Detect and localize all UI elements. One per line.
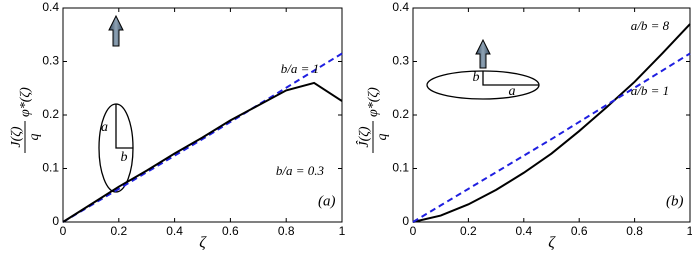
y-label-factor: φ*(ζ): [366, 87, 381, 117]
y-axis-label: J(ζ) q φ*(ζ): [9, 87, 42, 153]
y-label-numerator: J(ζ): [9, 126, 24, 148]
y-tick-label: 0.3: [392, 54, 409, 68]
x-tick-label: 0.4: [515, 224, 532, 238]
series-label: b/a = 0.3: [276, 163, 325, 178]
y-label-denominator: q: [375, 134, 390, 141]
y-tick-label: 0.1: [392, 161, 409, 175]
x-tick-label: 0.4: [166, 224, 183, 238]
y-label-factor: φ*(ζ): [18, 87, 33, 117]
series-line: [412, 52, 691, 223]
inset-label: a: [101, 120, 108, 135]
x-tick-label: 0.6: [571, 224, 588, 238]
y-tick-label: 0.3: [42, 54, 59, 68]
x-tick-label: 0: [410, 224, 417, 238]
y-label-denominator: q: [27, 134, 42, 141]
series-label: b/a = 1: [281, 61, 319, 76]
x-tick-label: 0.6: [222, 224, 239, 238]
y-tick-label: 0.2: [42, 107, 59, 121]
x-axis-label: ζ: [199, 235, 207, 252]
series-line: [412, 23, 691, 223]
y-axis-label: Ĵ(ζ) q φ*(ζ): [355, 87, 390, 153]
y-label-numerator: Ĵ(ζ): [355, 126, 372, 148]
plot-frame: [412, 7, 691, 223]
x-tick-label: 0.2: [110, 224, 127, 238]
x-tick-label: 1: [687, 224, 692, 238]
inset-label: a: [509, 84, 516, 99]
series-label: a/b = 8: [631, 18, 670, 33]
series-label: a/b = 1: [631, 83, 669, 98]
series-line: [62, 81, 343, 223]
x-tick-label: 1: [339, 224, 346, 238]
inset-b: [426, 38, 540, 100]
y-tick-label: 0.4: [392, 0, 409, 14]
x-tick-label: 0.8: [278, 224, 295, 238]
y-tick-label: 0: [52, 214, 59, 228]
y-tick-label: 0.1: [42, 161, 59, 175]
y-tick-label: 0: [402, 214, 409, 228]
x-tick-label: 0.2: [460, 224, 477, 238]
y-tick-label: 0.2: [392, 107, 409, 121]
series-line: [62, 52, 343, 223]
x-tick-label: 0.8: [626, 224, 643, 238]
panel-label: (a): [318, 193, 336, 209]
x-axis-label: ζ: [548, 235, 556, 252]
inset-a: [98, 14, 134, 193]
panel-label: (b): [666, 193, 684, 209]
inset-label: b: [473, 70, 480, 85]
y-tick-label: 0.4: [42, 0, 59, 14]
x-tick-label: 0: [60, 224, 67, 238]
inset-label: b: [121, 150, 128, 165]
